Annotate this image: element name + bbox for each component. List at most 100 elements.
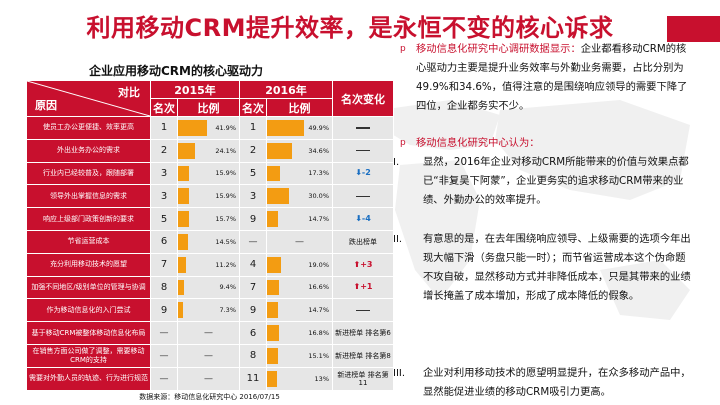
rank-change-cell: 跌出榜单 [332,229,394,254]
point-2: II. 有意思的是，在去年围绕响应领导、上级需要的选项今年出现大幅下滑（务盘只能… [393,230,692,306]
finding-text: 企业都看移动CRM的核心驱动力主要是提升业务效率与外勤业务需要，占比分别为49.… [416,43,688,112]
reason-cell: 充分利用移动技术的愿望 [26,252,151,277]
table-row: 加强不同地区/级别单位的管理与协调 8 9.4% 7 16.6% ⬆+1 [26,275,394,300]
rank-2016-cell: 9 [239,207,267,231]
rank-2016-cell: — [239,229,267,254]
rank-2015-cell: 3 [150,184,178,209]
rank-2015-cell: — [150,321,178,345]
reason-cell: 使员工办公更便捷、效率更高 [26,116,151,140]
point-1-text: 显然，2016年企业对移动CRM所能带来的价值与效果点都已“非复吴下阿蒙”，企业… [423,156,689,206]
reason-cell: 节省运营成本 [26,229,151,254]
rank-2016-cell: 9 [239,298,267,323]
ratio-2015-cell: 9.4% [177,275,240,300]
ratio-value: 15.9% [215,192,236,201]
reason-cell: 加强不同地区/级别单位的管理与协调 [26,275,151,300]
arrow-down-icon: ⬇ [355,168,362,178]
ratio-2015-cell: 7.3% [177,298,240,323]
rank-change-value: -4 [361,214,371,224]
ratio-bar [178,211,189,227]
table-row: 外出业务办公的需求 2 24.1% 2 34.6% [26,138,394,163]
rank-2016-cell: 5 [239,161,267,186]
bullet-marker: p [400,138,406,148]
point-3-text: 企业对利用移动技术的愿望明显提升，在众多移动产品中，显然能促进业绩的移动CRM吸… [423,367,691,398]
rank-change-cell: ⬆+3 [332,252,394,277]
rank-2016-cell: 7 [239,275,267,300]
ratio-2016-cell: — [266,229,333,254]
ratio-value: 14.7% [308,306,329,315]
ratio-2016-cell: 19.0% [266,252,333,277]
point-3: III. 企业对利用移动技术的愿望明显提升，在众多移动产品中，显然能促进业绩的移… [393,364,692,402]
rank-2016-cell: 2 [239,138,267,163]
ratio-2015-cell: 15.7% [177,207,240,231]
rank-2015-cell: — [150,343,178,368]
arrow-up-icon: ⬆ [353,282,361,292]
ratio-bar [178,256,186,273]
ratio-2015-cell: — [177,321,240,345]
ratio-bar [267,188,289,205]
ratio-2016-cell: 30.0% [266,184,333,209]
ratio-2015-cell: — [177,343,240,368]
reason-cell: 外出业务办公的需求 [26,138,151,163]
ratio-bar [267,347,279,364]
arrow-up-icon: ⬆ [353,259,361,269]
no-change-icon [356,127,370,129]
rank-2016-cell: 4 [239,252,267,277]
rank-2015-cell: 8 [150,275,178,300]
table-row: 作为移动信息化的入门尝试 9 7.3% 9 14.7% [26,298,394,323]
rank-change-cell: 新进榜单 排名第11 [332,366,394,391]
point-2-text: 有意思的是，在去年围绕响应领导、上级需要的选项今年出现大幅下滑（务盘只能一时）；… [423,233,691,302]
rank-change-cell [332,298,394,323]
table-row: 需要对外勤人员的轨迹、行为进行规范 — —11 13% 新进榜单 排名第11 [26,366,394,391]
corner-header: 对比 原因 [26,80,151,117]
rank-change-note: 新进榜单 排名第11 [337,370,389,387]
ratio-value: 15.9% [215,169,236,178]
point-1: I. 显然，2016年企业对移动CRM所能带来的价值与效果点都已“非复吴下阿蒙”… [393,153,692,210]
rank-change-cell: ⬆+1 [332,275,394,300]
ratio-value: 30.0% [308,192,329,201]
finding-paragraph: p 移动信息化研究中心调研数据显示：企业都看移动CRM的核心驱动力主要是提升业务… [400,40,692,116]
table-row: 在销售方面公司做了调整，需要移动CRM的支持 — —8 15.1% 新进榜单 排名第8 [26,343,394,368]
ratio-value: 34.6% [308,146,329,155]
ratio-bar [267,142,293,159]
ratio-bar [267,279,280,296]
table-row: 行业内已经较普及，跟随部署 3 15.9% 5 17.3% ⬇-2 [26,161,394,186]
ratio-value: 14.5% [215,237,236,246]
point-3-number: III. [393,368,406,379]
rank-2015-cell: 6 [150,229,178,254]
ratio-bar [178,188,189,205]
rank-change-value: +3 [360,259,373,269]
no-change-icon [356,149,370,152]
ratio-bar [267,256,281,273]
ratio-2016-cell: 16.6% [266,275,333,300]
corner-reason-label: 原因 [35,99,57,112]
ratio-value: 49.9% [308,123,329,132]
reason-cell: 在销售方面公司做了调整，需要移动CRM的支持 [26,343,151,368]
bullet-marker: p [400,44,406,54]
ratio-2016-cell: 15.1% [266,343,333,368]
rank-change-value: +1 [360,282,373,292]
rank-2015-cell: 2 [150,138,178,163]
ratio-bar [178,302,184,319]
rank-2015-cell: 7 [150,252,178,277]
ratio-2015-cell: 15.9% [177,184,240,209]
table-row: 充分利用移动技术的愿望 7 11.2% 4 19.0% ⬆+3 [26,252,394,277]
ratio-bar [178,279,185,296]
point-1-number: I. [393,157,400,168]
ratio-2015-cell: 14.5% [177,229,240,254]
year-2015-header: 2015年 [150,80,240,99]
reason-cell: 响应上级部门政策创新的要求 [26,207,151,231]
table-row: 领导外出掌握信息的需求 3 15.9% 3 30.0% [26,184,394,209]
ratio-bar [267,325,280,341]
ratio-bar [267,120,304,136]
ratio-value: 7.3% [219,306,236,315]
rank-2016-cell: 1 [239,116,267,140]
table-row: 节省运营成本 6 14.5% — — 跌出榜单 [26,229,394,254]
ratio-2015-cell: 11.2% [177,252,240,277]
ratio-2016-cell: 14.7% [266,298,333,323]
slide-title: 利用移动CRM提升效率，是永恒不变的核心诉求 [86,14,614,42]
data-source: 数据来源：移动信息化研究中心 2016/07/15 [139,393,280,401]
rank-2015-cell: — [150,366,178,391]
rank-change-note: 新进榜单 排名第8 [335,351,391,360]
ratio-bar [267,165,280,182]
ratio-bar [178,165,189,182]
